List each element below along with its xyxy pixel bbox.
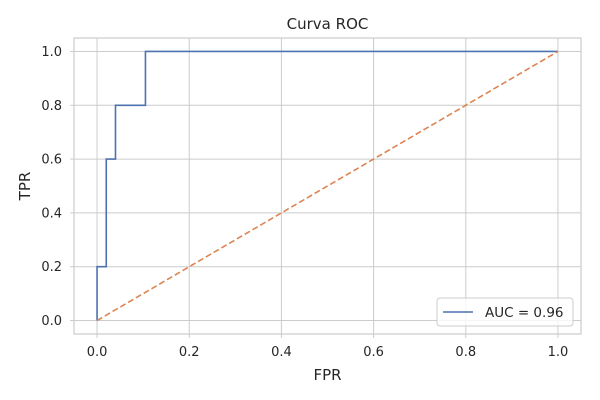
y-tick-label: 0.0 — [41, 314, 62, 329]
y-axis-label: TPR — [16, 172, 34, 202]
x-axis-label: FPR — [313, 366, 341, 384]
x-tick-label: 0.0 — [87, 345, 108, 360]
y-tick-label: 1.0 — [41, 45, 62, 60]
plot-area-frame — [73, 37, 582, 335]
legend: AUC = 0.96 — [436, 297, 574, 327]
legend-box — [436, 297, 574, 327]
chart-title: Curva ROC — [287, 15, 369, 33]
tick-labels: 0.0 0.2 0.4 0.6 0.8 1.0 0.0 0.2 0.4 0.6 0.8 1.0 — [41, 45, 568, 360]
x-tick-label: 0.6 — [363, 345, 384, 360]
series-lines — [96, 50, 559, 322]
roc-curve-line — [96, 50, 558, 321]
y-tick-label: 0.8 — [41, 99, 62, 114]
x-tick-label: 1.0 — [548, 345, 569, 360]
x-tick-label: 0.4 — [271, 345, 292, 360]
y-tick-label: 0.6 — [41, 153, 62, 168]
y-tick-label: 0.2 — [41, 260, 62, 275]
axis-ticks — [70, 50, 559, 338]
chance-diagonal-line — [96, 50, 559, 322]
legend-label-auc: AUC = 0.96 — [485, 305, 564, 321]
x-tick-label: 0.2 — [179, 345, 200, 360]
y-tick-label: 0.4 — [41, 206, 62, 221]
x-tick-label: 0.8 — [455, 345, 476, 360]
